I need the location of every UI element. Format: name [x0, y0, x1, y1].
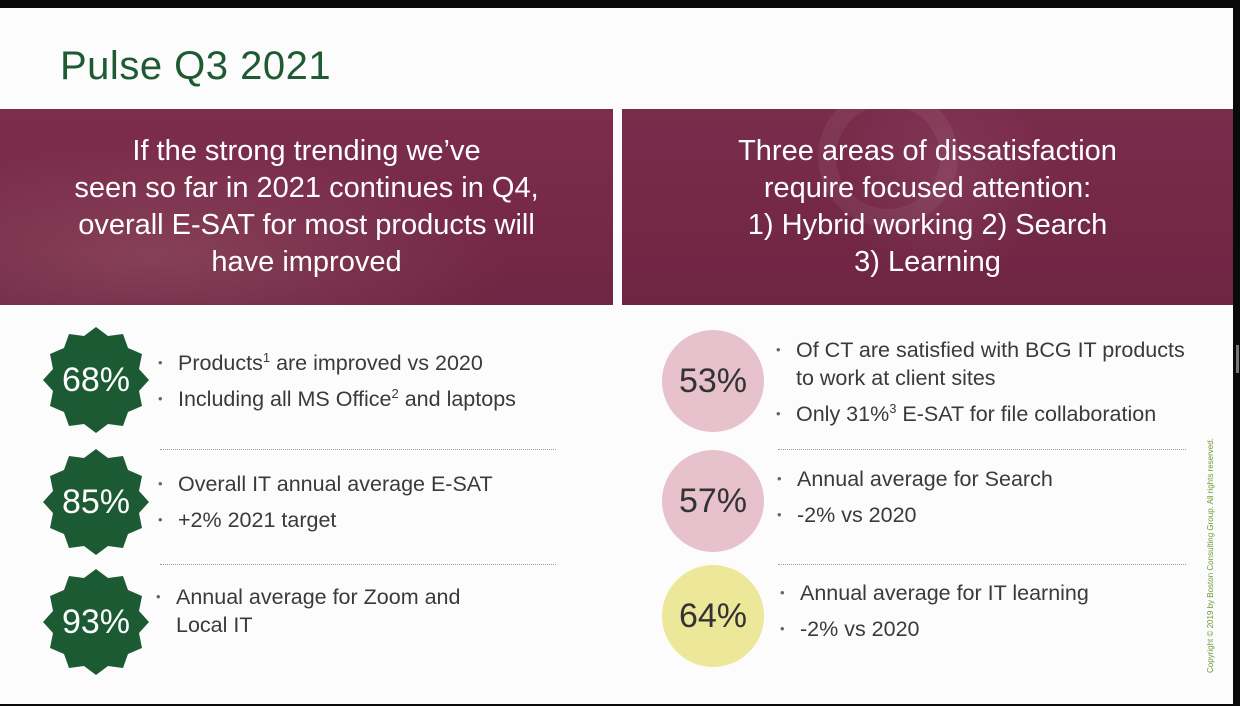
- circle-value: 53%: [678, 361, 748, 400]
- circle-value: 64%: [678, 596, 748, 635]
- right-stat-3-bullets: Annual average for IT learning -2% vs 20…: [780, 579, 1200, 651]
- circle-64: 64%: [662, 565, 764, 667]
- left-banner-text: If the strong trending we’ve seen so far…: [74, 135, 539, 278]
- list-item: Annual average for Search: [777, 465, 1197, 493]
- badge-star-icon: [43, 327, 149, 433]
- divider: [160, 449, 556, 450]
- divider: [778, 564, 1186, 565]
- copyright-notice: Copyright © 2019 by Boston Consulting Gr…: [1206, 438, 1215, 673]
- left-stat-1-bullets: Products1 are improved vs 2020 Including…: [158, 349, 578, 421]
- badge-value: 85%: [61, 482, 131, 521]
- slide: Pulse Q3 2021 If the strong trending we’…: [0, 8, 1233, 704]
- list-item: +2% 2021 target: [158, 506, 578, 534]
- right-banner: Three areas of dissatisfaction require f…: [622, 109, 1233, 305]
- circle-57: 57%: [662, 450, 764, 552]
- badge-star-icon: [43, 569, 149, 675]
- badge-value: 68%: [61, 360, 131, 399]
- scroll-marker: [1236, 345, 1239, 373]
- slide-title: Pulse Q3 2021: [60, 44, 332, 88]
- circle-value: 57%: [678, 481, 748, 520]
- right-banner-text: Three areas of dissatisfaction require f…: [738, 135, 1117, 278]
- badge-star-icon: [43, 449, 149, 555]
- badge-68: 68%: [43, 327, 149, 433]
- right-stat-2-bullets: Annual average for Search -2% vs 2020: [777, 465, 1197, 537]
- badge-value: 93%: [61, 602, 131, 641]
- divider: [778, 449, 1186, 450]
- list-item: -2% vs 2020: [780, 615, 1200, 643]
- divider: [160, 564, 556, 565]
- list-item: Of CT are satisfied with BCG IT products…: [776, 336, 1196, 392]
- list-item: Annual average for Zoom and Local IT: [156, 583, 496, 639]
- list-item: -2% vs 2020: [777, 501, 1197, 529]
- right-stat-1-bullets: Of CT are satisfied with BCG IT products…: [776, 336, 1196, 436]
- badge-93: 93%: [43, 569, 149, 675]
- list-item: Including all MS Office2 and laptops: [158, 385, 578, 413]
- list-item: Annual average for IT learning: [780, 579, 1200, 607]
- circle-53: 53%: [662, 330, 764, 432]
- left-stat-3-bullets: Annual average for Zoom and Local IT: [156, 583, 496, 647]
- list-item: Overall IT annual average E-SAT: [158, 470, 578, 498]
- list-item: Only 31%3 E-SAT for file collaboration: [776, 400, 1196, 428]
- badge-85: 85%: [43, 449, 149, 555]
- left-stat-2-bullets: Overall IT annual average E-SAT +2% 2021…: [158, 470, 578, 542]
- left-banner: If the strong trending we’ve seen so far…: [0, 109, 613, 305]
- list-item: Products1 are improved vs 2020: [158, 349, 578, 377]
